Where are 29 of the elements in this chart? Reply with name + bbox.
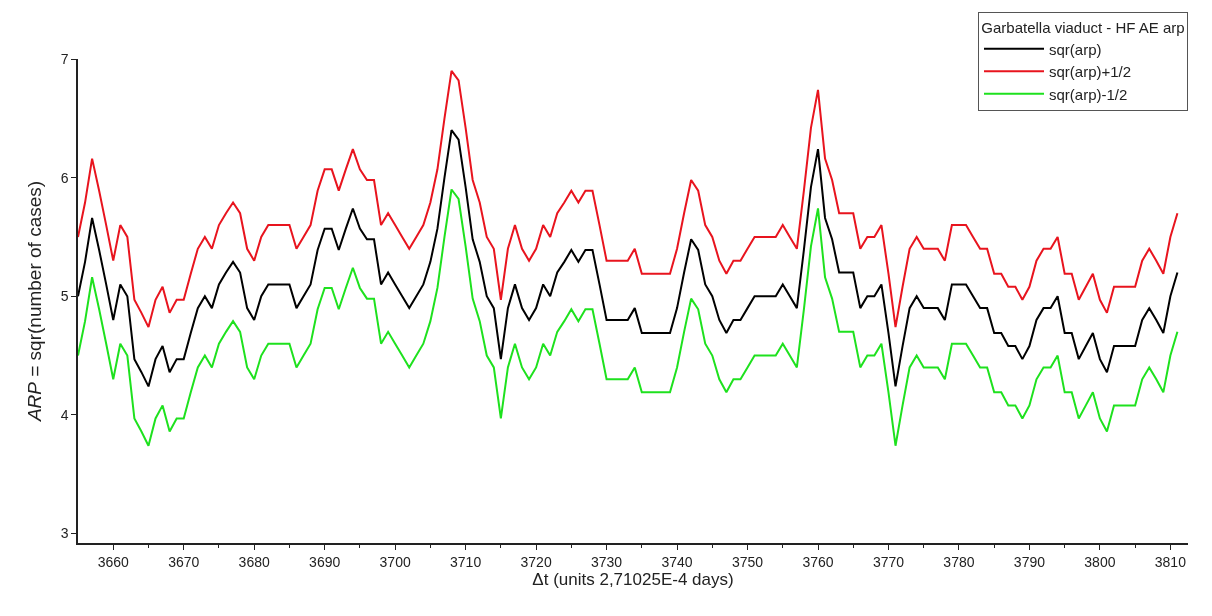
x-tick-label: 3710 xyxy=(450,553,482,570)
x-tick-label: 3800 xyxy=(1084,553,1116,570)
x-tick-label: 3680 xyxy=(238,553,270,570)
legend-label: sqr(arp)+1/2 xyxy=(1049,63,1132,81)
x-tick-label: 3720 xyxy=(520,553,552,570)
x-tick-label: 3750 xyxy=(731,553,764,570)
x-tick-label: 3690 xyxy=(309,553,341,570)
x-tick-label: 3770 xyxy=(872,553,905,570)
legend-label: sqr(arp)-1/2 xyxy=(1049,85,1128,103)
line-series xyxy=(78,188,1179,447)
legend-label: sqr(arp) xyxy=(1049,40,1102,58)
y-tick-label: 5 xyxy=(60,288,69,305)
x-tick-label: 3790 xyxy=(1013,553,1046,570)
x-tick-label: 3700 xyxy=(379,553,411,570)
legend-title: Garbatella viaduct - HF AE arp xyxy=(981,18,1185,36)
y-tick-label: 3 xyxy=(60,525,69,542)
x-tick-label: 3810 xyxy=(1154,553,1187,570)
y-axis-title: ARP = sqr(number of cases) xyxy=(24,180,45,423)
y-tick-label: 6 xyxy=(60,169,69,186)
x-tick-label: 3740 xyxy=(661,553,693,570)
x-tick-label: 3660 xyxy=(97,553,130,570)
x-tick-label: 3760 xyxy=(802,553,834,570)
x-tick-label: 3780 xyxy=(943,553,975,570)
x-tick-label: 3670 xyxy=(168,553,200,570)
x-tick-label: 3730 xyxy=(590,553,623,570)
x-axis-title: Δt (units 2,71025E-4 days) xyxy=(532,569,734,589)
y-tick-label: 4 xyxy=(60,406,69,423)
y-tick-label: 7 xyxy=(60,50,69,67)
line-series xyxy=(78,129,1179,388)
